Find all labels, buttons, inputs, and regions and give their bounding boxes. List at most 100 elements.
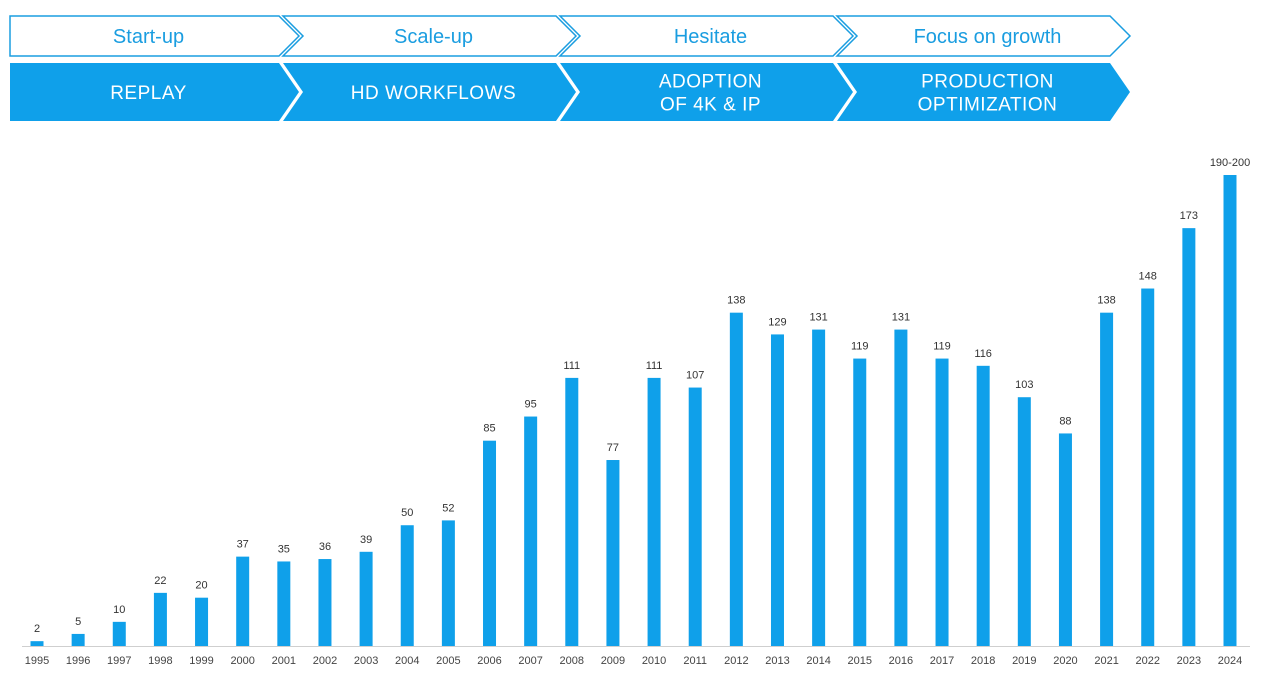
phase-chevrons: Start-up REPLAY Scale-up HD WORKFLOWS Hesita… [9,15,1132,121]
value-label-2023: 173 [1180,210,1198,222]
bar-2022 [1141,288,1155,646]
value-label-2022: 148 [1139,271,1157,283]
bar-2005 [441,520,455,646]
bar-2013 [770,334,784,646]
x-tick-2016: 2016 [889,655,913,667]
x-tick-2023: 2023 [1177,655,1201,667]
x-tick-2024: 2024 [1218,655,1242,667]
phase-chevron-filled-2 [283,63,576,121]
bar-1995 [30,641,44,646]
phase-title-4: Focus on growth [914,26,1062,48]
bar-2002 [318,559,332,646]
value-label-2002: 36 [319,541,331,553]
bar-2023 [1182,228,1196,646]
x-tick-2002: 2002 [313,655,337,667]
x-tick-2005: 2005 [436,655,460,667]
phase-theme-1-line-1: REPLAY [110,83,187,104]
value-label-2014: 131 [809,312,827,324]
phase-chevron-outline-4 [835,15,1132,57]
bar-2010 [647,377,661,646]
value-label-2017: 119 [933,341,951,353]
phase-theme-4-line-1: PRODUCTION [921,72,1054,93]
value-label-2008: 111 [563,360,580,372]
x-tick-2015: 2015 [848,655,872,667]
value-label-1996: 5 [75,616,81,628]
value-label-2024: 190-200 [1210,157,1250,169]
x-tick-2018: 2018 [971,655,995,667]
value-label-2000: 37 [237,539,249,551]
value-label-2020: 88 [1059,415,1071,427]
bar-2011 [688,387,702,646]
bar-1997 [112,621,126,646]
x-tick-2021: 2021 [1094,655,1118,667]
phase-chevron-filled-1 [10,63,299,121]
phase-chevron-outline-2 [281,15,578,57]
x-tick-2019: 2019 [1012,655,1036,667]
x-tick-2007: 2007 [518,655,542,667]
value-label-2001: 35 [278,543,290,555]
bar-1999 [195,597,209,646]
phase-chevron-outline-1 [9,15,301,57]
bar-2016 [894,329,908,646]
x-tick-2013: 2013 [765,655,789,667]
value-label-2015: 119 [851,341,869,353]
value-label-2012: 138 [727,295,745,307]
phase-title-2: Scale-up [394,26,473,48]
x-tick-1998: 1998 [148,655,172,667]
value-label-2016: 131 [892,312,910,324]
bar-2024 [1223,175,1237,646]
x-tick-2009: 2009 [601,655,625,667]
value-label-2010: 111 [646,360,663,372]
x-tick-2012: 2012 [724,655,748,667]
x-tick-1996: 1996 [66,655,90,667]
phase-theme-3-line-1: ADOPTION [659,72,762,93]
value-label-2018: 116 [974,348,992,360]
phase-chevron-filled-3 [560,63,853,121]
phase-theme-2-line-1: HD WORKFLOWS [351,83,516,104]
x-tick-2017: 2017 [930,655,954,667]
value-label-2019: 103 [1015,379,1033,391]
x-tick-2006: 2006 [477,655,501,667]
bar-2015 [853,358,867,646]
phase-title-3: Hesitate [674,26,747,48]
x-tick-2008: 2008 [560,655,584,667]
bar-2019 [1017,397,1031,646]
bar-2000 [236,556,250,646]
bar-2021 [1100,312,1114,646]
x-tick-1997: 1997 [107,655,131,667]
bar-1996 [71,633,85,646]
value-label-2007: 95 [525,399,537,411]
x-tick-2001: 2001 [272,655,296,667]
bar-2007 [524,416,538,646]
bar-2008 [565,377,579,646]
x-tick-2003: 2003 [354,655,378,667]
bar-1998 [153,592,167,646]
bar-2001 [277,561,291,646]
value-label-2004: 50 [401,507,413,519]
value-label-1999: 20 [195,580,207,592]
value-label-2021: 138 [1097,295,1115,307]
value-label-2013: 129 [768,316,786,328]
bar-2017 [935,358,949,646]
value-label-2003: 39 [360,534,372,546]
phase-theme-4-line-2: OPTIMIZATION [918,95,1058,116]
x-tick-2020: 2020 [1053,655,1077,667]
bar-2012 [729,312,743,646]
x-tick-2010: 2010 [642,655,666,667]
value-label-1997: 10 [113,604,125,616]
value-label-2005: 52 [442,502,454,514]
x-tick-2011: 2011 [683,655,707,667]
x-tick-1995: 1995 [25,655,49,667]
x-tick-1999: 1999 [189,655,213,667]
value-label-2011: 107 [686,370,704,382]
x-tick-2000: 2000 [230,655,254,667]
phase-title-1: Start-up [113,26,184,48]
x-tick-2004: 2004 [395,655,419,667]
bar-2020 [1058,433,1072,646]
bar-2018 [976,365,990,646]
phase-chevron-filled-4 [837,63,1130,121]
bar-2009 [606,460,620,646]
bar-2004 [400,525,414,646]
